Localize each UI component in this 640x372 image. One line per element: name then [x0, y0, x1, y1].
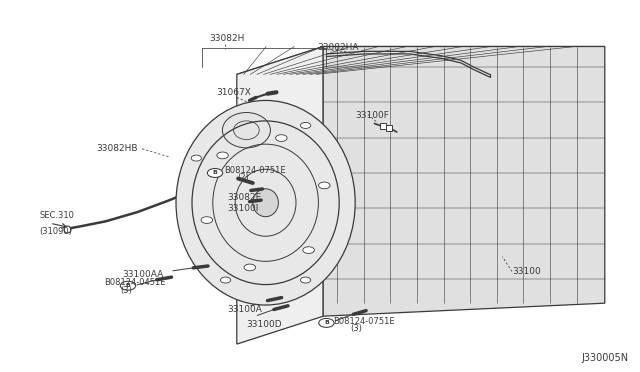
Ellipse shape: [220, 277, 231, 283]
Text: (31090): (31090): [40, 227, 72, 236]
Polygon shape: [323, 46, 605, 316]
Circle shape: [319, 318, 334, 327]
Text: B08124-0751E: B08124-0751E: [333, 317, 394, 326]
Text: 33082HB: 33082HB: [96, 144, 138, 153]
Ellipse shape: [253, 189, 278, 217]
Polygon shape: [237, 46, 605, 74]
Text: 33100F: 33100F: [355, 111, 389, 120]
Text: (3): (3): [350, 324, 362, 333]
Text: 33100D: 33100D: [246, 320, 282, 329]
Text: 33100I: 33100I: [227, 204, 259, 213]
Text: (3): (3): [120, 286, 132, 295]
Ellipse shape: [319, 182, 330, 189]
Ellipse shape: [303, 247, 314, 253]
Text: (2): (2): [237, 173, 248, 182]
Circle shape: [207, 169, 223, 177]
Text: B08124-0751E: B08124-0751E: [224, 166, 285, 175]
Circle shape: [120, 281, 136, 290]
Ellipse shape: [301, 277, 311, 283]
Text: SEC.310: SEC.310: [40, 211, 74, 220]
Text: 33082HA: 33082HA: [317, 43, 358, 52]
Text: 31067X: 31067X: [216, 88, 251, 97]
Text: J330005N: J330005N: [581, 353, 628, 363]
Text: B: B: [212, 170, 218, 176]
Ellipse shape: [201, 217, 212, 224]
Text: 33100: 33100: [512, 267, 541, 276]
Text: 33082H: 33082H: [209, 34, 245, 43]
Ellipse shape: [176, 100, 355, 305]
Polygon shape: [237, 46, 323, 344]
Text: 33082E: 33082E: [227, 193, 262, 202]
Ellipse shape: [223, 112, 270, 148]
Ellipse shape: [244, 264, 255, 271]
Text: B: B: [125, 283, 131, 288]
Ellipse shape: [217, 152, 228, 159]
Ellipse shape: [276, 135, 287, 141]
Text: B: B: [324, 320, 329, 326]
Text: 33100AA: 33100AA: [122, 270, 163, 279]
Ellipse shape: [191, 155, 202, 161]
Text: 33100A: 33100A: [227, 305, 262, 314]
Text: B08124-0451E: B08124-0451E: [104, 278, 166, 287]
Ellipse shape: [301, 122, 311, 128]
